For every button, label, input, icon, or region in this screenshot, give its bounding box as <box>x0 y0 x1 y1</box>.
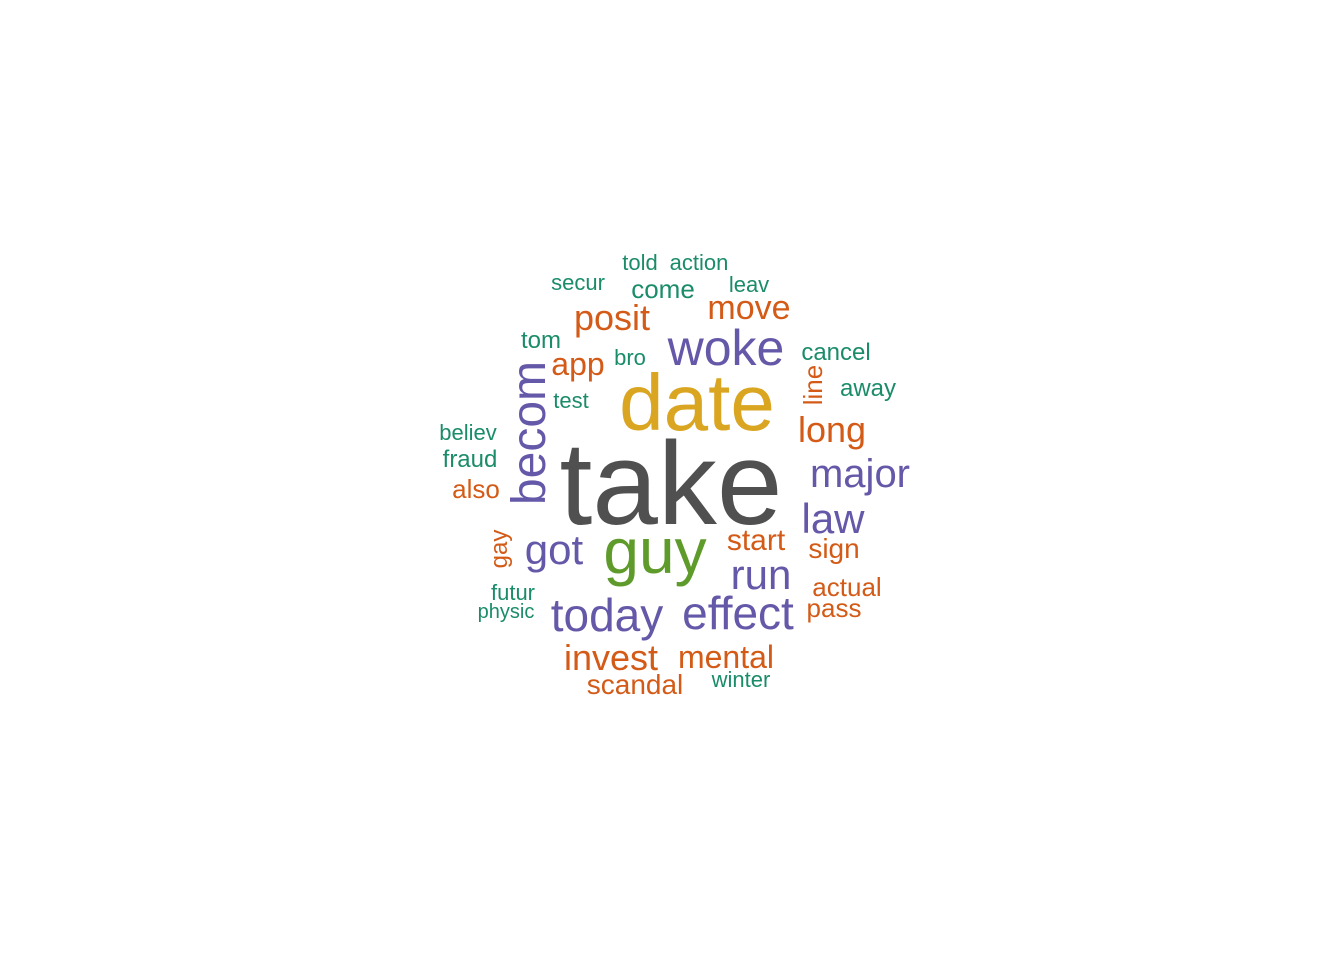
word-guy: guy <box>603 515 707 587</box>
word-move: move <box>707 289 791 327</box>
word-pass: pass <box>806 593 862 623</box>
word-long: long <box>797 409 867 450</box>
word-date: date <box>619 358 775 447</box>
word-line: line <box>798 364 828 406</box>
word-gay: gay <box>486 529 513 569</box>
word-invest: invest <box>563 637 659 678</box>
word-effect: effect <box>682 587 794 639</box>
word-test: test <box>553 388 589 413</box>
word-run: run <box>730 551 792 598</box>
word-tom: tom <box>520 327 562 354</box>
word-law: law <box>801 495 865 542</box>
word-futur: futur <box>490 580 536 605</box>
word-also: also <box>452 474 500 504</box>
word-start: start <box>726 524 786 557</box>
word-mental: mental <box>677 639 775 675</box>
word-app: app <box>551 346 605 382</box>
word-take: take <box>559 418 783 550</box>
word-away: away <box>839 375 897 402</box>
word-winter: winter <box>711 667 771 692</box>
word-leav: leav <box>728 272 770 297</box>
word-major: major <box>809 452 911 496</box>
word-secur: secur <box>551 270 605 295</box>
word-action: action <box>669 250 729 275</box>
word-come: come <box>631 274 695 304</box>
word-believ: believ <box>439 420 497 445</box>
word-becom: becom <box>503 360 556 506</box>
word-woke: woke <box>667 320 785 376</box>
word-bro: bro <box>614 345 646 370</box>
word-sign: sign <box>808 533 860 564</box>
word-today: today <box>550 589 664 641</box>
word-physic: physic <box>477 601 535 623</box>
word-told: told <box>622 250 658 275</box>
word-fraud: fraud <box>442 446 498 473</box>
word-posit: posit <box>573 297 651 338</box>
word-scandal: scandal <box>586 669 684 700</box>
word-got: got <box>524 526 584 573</box>
word-cancel: cancel <box>801 339 871 366</box>
word-actual: actual <box>812 572 882 602</box>
